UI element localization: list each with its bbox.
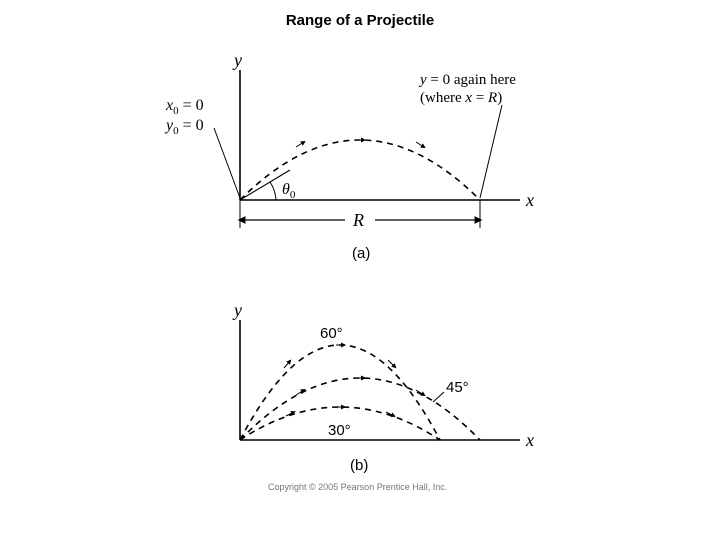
- figure-b-label: (b): [350, 457, 368, 474]
- angle-label-60: 60°: [320, 325, 343, 342]
- y-axis-label: y: [232, 50, 242, 70]
- figure-a-label: (a): [352, 245, 370, 262]
- copyright-text: Copyright © 2005 Pearson Prentice Hall, …: [268, 482, 447, 492]
- figure-b: y x 60° 45° 30° (b) Copyrig: [232, 300, 534, 492]
- range-callout: y = 0 again here (where x = R): [418, 72, 516, 198]
- figure-container: y x x0 = 0 y0 = 0 θ0: [160, 50, 580, 525]
- launch-angle-arc: [270, 182, 276, 200]
- origin-labels: x0 = 0 y0 = 0: [164, 97, 204, 137]
- origin-pointer: [214, 128, 240, 198]
- trajectory-arrows: [296, 140, 424, 147]
- x-axis-label-b: x: [525, 430, 534, 450]
- trajectory-a: [240, 140, 480, 200]
- range-label: R: [352, 210, 364, 230]
- svg-text:y = 0 again here: y = 0 again here: [418, 72, 516, 88]
- angle-45-tick: [433, 392, 444, 402]
- figure-a: y x x0 = 0 y0 = 0 θ0: [164, 50, 534, 262]
- trajectory-b-arrows: [284, 345, 424, 416]
- x-axis-label: x: [525, 190, 534, 210]
- svg-text:(where x = R): (where x = R): [420, 90, 502, 106]
- y-axis-label-b: y: [232, 300, 242, 320]
- page-title: Range of a Projectile: [0, 12, 720, 29]
- svg-text:x0 = 0: x0 = 0: [165, 97, 204, 117]
- range-dimension: R: [240, 200, 480, 230]
- theta-label: θ0: [282, 181, 296, 201]
- svg-text:y0 = 0: y0 = 0: [164, 117, 204, 137]
- angle-label-30: 30°: [328, 422, 351, 439]
- angle-label-45: 45°: [446, 379, 469, 396]
